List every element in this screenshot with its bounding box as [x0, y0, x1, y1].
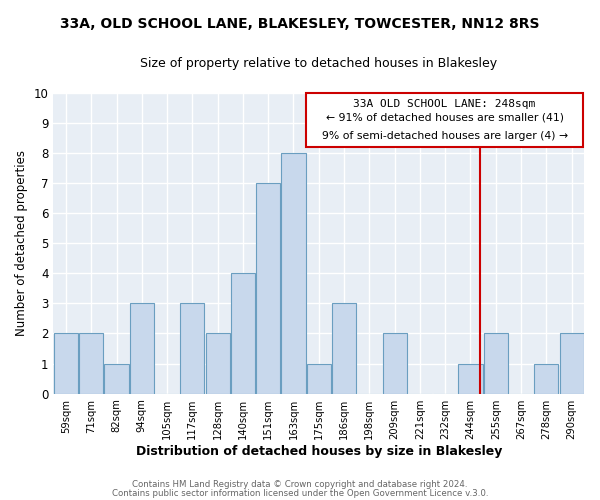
Bar: [281, 152, 305, 394]
Bar: [54, 334, 78, 394]
Bar: [484, 334, 508, 394]
Text: Contains public sector information licensed under the Open Government Licence v.: Contains public sector information licen…: [112, 488, 488, 498]
Text: ← 91% of detached houses are smaller (41): ← 91% of detached houses are smaller (41…: [326, 112, 563, 122]
Text: 33A OLD SCHOOL LANE: 248sqm: 33A OLD SCHOOL LANE: 248sqm: [353, 99, 536, 109]
Bar: [383, 334, 407, 394]
Bar: [307, 364, 331, 394]
Bar: [231, 273, 255, 394]
Title: Size of property relative to detached houses in Blakesley: Size of property relative to detached ho…: [140, 58, 497, 70]
Text: Contains HM Land Registry data © Crown copyright and database right 2024.: Contains HM Land Registry data © Crown c…: [132, 480, 468, 489]
Bar: [104, 364, 128, 394]
Text: 33A, OLD SCHOOL LANE, BLAKESLEY, TOWCESTER, NN12 8RS: 33A, OLD SCHOOL LANE, BLAKESLEY, TOWCEST…: [60, 18, 540, 32]
Bar: [79, 334, 103, 394]
Bar: [332, 304, 356, 394]
Bar: [560, 334, 584, 394]
X-axis label: Distribution of detached houses by size in Blakesley: Distribution of detached houses by size …: [136, 444, 502, 458]
Bar: [458, 364, 482, 394]
Bar: [256, 183, 280, 394]
Bar: [206, 334, 230, 394]
Bar: [535, 364, 559, 394]
Bar: [130, 304, 154, 394]
Bar: [181, 304, 205, 394]
Text: 9% of semi-detached houses are larger (4) →: 9% of semi-detached houses are larger (4…: [322, 130, 568, 140]
FancyBboxPatch shape: [306, 92, 583, 146]
Y-axis label: Number of detached properties: Number of detached properties: [15, 150, 28, 336]
